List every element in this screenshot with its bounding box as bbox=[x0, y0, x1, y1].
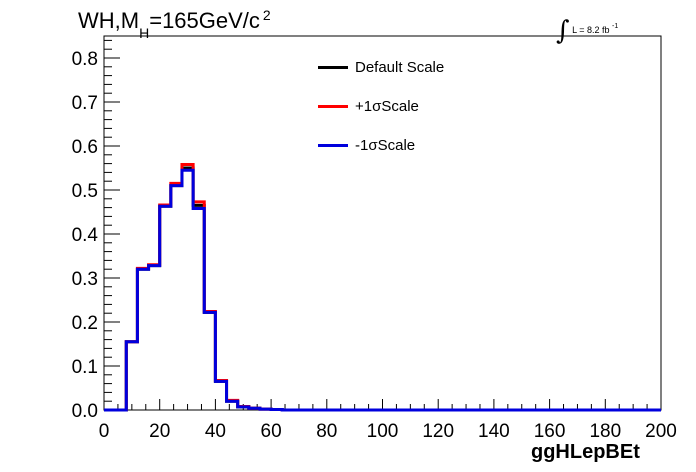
legend-entry-plus: +1σScale bbox=[318, 96, 419, 116]
legend-swatch-plus bbox=[318, 104, 348, 108]
x-tick-label: 80 bbox=[316, 421, 337, 442]
y-tick-label: 0.1 bbox=[72, 357, 98, 378]
legend-label-default: Default Scale bbox=[355, 58, 445, 76]
chart-title: WH,MH=165GeV/c 2 bbox=[78, 7, 271, 41]
y-tick-label: 0.5 bbox=[72, 181, 98, 202]
x-tick-label: 0 bbox=[99, 421, 110, 442]
integral-symbol: ∫ bbox=[556, 16, 570, 46]
x-tick-label: 40 bbox=[205, 421, 226, 442]
y-tick-label: 0.2 bbox=[72, 313, 98, 334]
x-tick-label: 140 bbox=[478, 421, 510, 442]
legend-swatch-default bbox=[318, 65, 348, 69]
x-tick-label: 200 bbox=[645, 421, 677, 442]
title-main: WH,M bbox=[78, 8, 140, 33]
y-tick-label: 0.0 bbox=[72, 401, 98, 422]
x-tick-label: 60 bbox=[261, 421, 282, 442]
luminosity-superscript: -1 bbox=[612, 23, 619, 30]
series-line-0 bbox=[104, 166, 661, 412]
legend-label-plus: +1σScale bbox=[355, 97, 419, 115]
y-tick-label: 0.7 bbox=[72, 93, 98, 114]
y-tick-label: 0.8 bbox=[72, 49, 98, 70]
legend-entry-default: Default Scale bbox=[318, 57, 444, 77]
y-tick-label: 0.3 bbox=[72, 269, 98, 290]
x-tick-label: 120 bbox=[422, 421, 454, 442]
x-axis-label: ggHLepBEt bbox=[531, 441, 640, 463]
x-tick-label: 180 bbox=[589, 421, 621, 442]
series-line-2 bbox=[104, 168, 661, 412]
x-tick-label: 20 bbox=[149, 421, 170, 442]
luminosity-label: ∫ L = 8.2 fb -1 bbox=[556, 10, 619, 46]
legend-swatch-minus bbox=[318, 143, 348, 147]
title-rest: =165GeV/c bbox=[149, 8, 260, 33]
x-tick-label: 160 bbox=[534, 421, 566, 442]
plot-frame bbox=[103, 35, 662, 411]
y-tick-label: 0.6 bbox=[72, 137, 98, 158]
legend-label-minus: -1σScale bbox=[355, 136, 416, 154]
x-tick-label: 100 bbox=[367, 421, 399, 442]
legend-entry-minus: -1σScale bbox=[318, 135, 415, 155]
title-superscript: 2 bbox=[262, 7, 271, 23]
y-tick-label: 0.4 bbox=[72, 225, 99, 246]
series-line-1 bbox=[104, 162, 661, 412]
series-group bbox=[104, 162, 661, 412]
title-subscript: H bbox=[139, 25, 150, 41]
axis-ticks: 0 20 40 60 80 100 120 140 160 180 200 0.0 0.1 0.2 0.3 0… bbox=[72, 39, 677, 442]
luminosity-text: L = 8.2 fb bbox=[572, 25, 610, 35]
